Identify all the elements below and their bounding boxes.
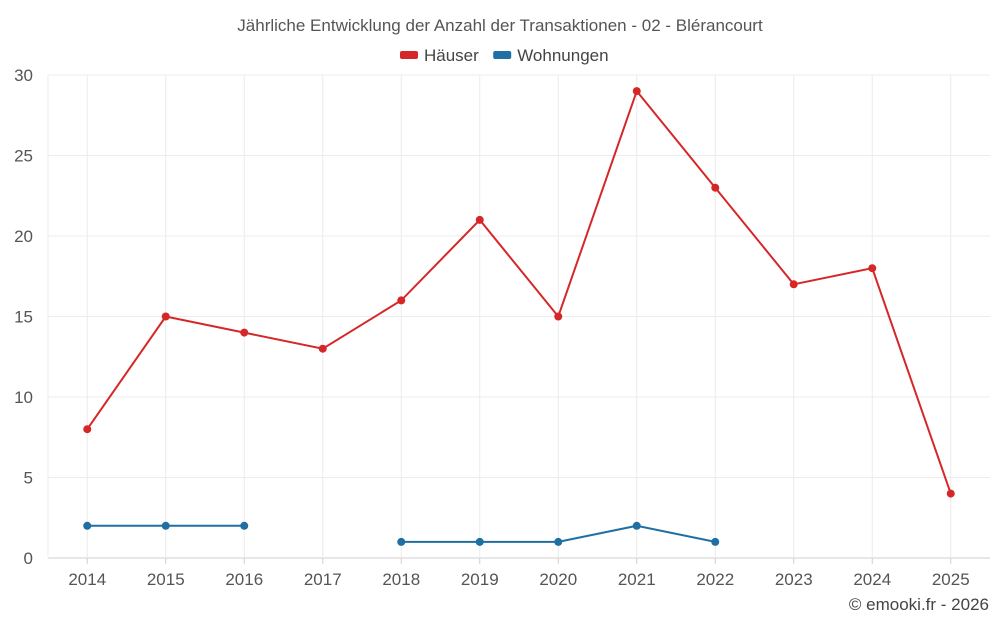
y-tick-label: 30 <box>14 66 33 85</box>
data-point-wohnungen[interactable] <box>161 521 170 530</box>
grid-lines <box>47 74 990 559</box>
x-tick-label: 2025 <box>932 570 970 589</box>
data-point-wohnungen[interactable] <box>240 521 249 530</box>
data-point-haeuser[interactable] <box>397 296 406 305</box>
data-point-haeuser[interactable] <box>161 312 170 321</box>
y-tick-label: 0 <box>24 549 33 568</box>
data-point-haeuser[interactable] <box>554 312 563 321</box>
data-point-haeuser[interactable] <box>240 328 249 337</box>
data-point-haeuser[interactable] <box>83 425 92 434</box>
data-point-haeuser[interactable] <box>711 183 720 192</box>
y-tick-label: 20 <box>14 227 33 246</box>
data-point-wohnungen[interactable] <box>554 537 563 546</box>
y-tick-label: 5 <box>24 469 33 488</box>
x-tick-label: 2023 <box>775 570 813 589</box>
data-point-haeuser[interactable] <box>475 215 484 224</box>
legend-swatch-wohnungen <box>493 51 512 59</box>
x-tick-label: 2017 <box>304 570 342 589</box>
chart-title: Jährliche Entwicklung der Anzahl der Tra… <box>237 16 763 35</box>
x-tick-label: 2018 <box>382 570 420 589</box>
data-point-wohnungen[interactable] <box>83 521 92 530</box>
data-point-wohnungen[interactable] <box>475 537 484 546</box>
x-tick-label: 2020 <box>539 570 577 589</box>
data-point-wohnungen[interactable] <box>397 537 406 546</box>
data-point-haeuser[interactable] <box>868 264 877 273</box>
data-point-haeuser[interactable] <box>318 344 327 353</box>
series-group <box>83 87 955 546</box>
y-tick-label: 25 <box>14 147 33 166</box>
x-tick-label: 2022 <box>696 570 734 589</box>
credit-text: © emooki.fr - 2026 <box>849 595 989 614</box>
data-point-haeuser[interactable] <box>946 489 955 498</box>
y-tick-label: 10 <box>14 388 33 407</box>
legend-label-haeuser[interactable]: Häuser <box>424 46 479 65</box>
x-tick-label: 2024 <box>853 570 891 589</box>
data-point-wohnungen[interactable] <box>711 537 720 546</box>
x-tick-label: 2015 <box>147 570 185 589</box>
legend-swatch-haeuser <box>400 51 418 59</box>
x-tick-label: 2019 <box>461 570 499 589</box>
y-axis: 0 5 10 15 20 25 30 <box>14 66 33 568</box>
legend-label-wohnungen[interactable]: Wohnungen <box>517 46 608 65</box>
x-tick-label: 2014 <box>68 570 106 589</box>
y-tick-label: 15 <box>14 308 33 327</box>
data-point-haeuser[interactable] <box>789 280 798 289</box>
series-line-haeuser <box>86 89 952 494</box>
x-tick-label: 2016 <box>225 570 263 589</box>
legend: Häuser Wohnungen <box>400 46 609 65</box>
data-point-haeuser[interactable] <box>632 87 641 96</box>
x-tick-label: 2021 <box>618 570 656 589</box>
x-axis: 2014 2015 2016 2017 2018 2019 2020 2021 2022 2023… <box>68 558 970 589</box>
data-point-wohnungen[interactable] <box>632 521 641 530</box>
